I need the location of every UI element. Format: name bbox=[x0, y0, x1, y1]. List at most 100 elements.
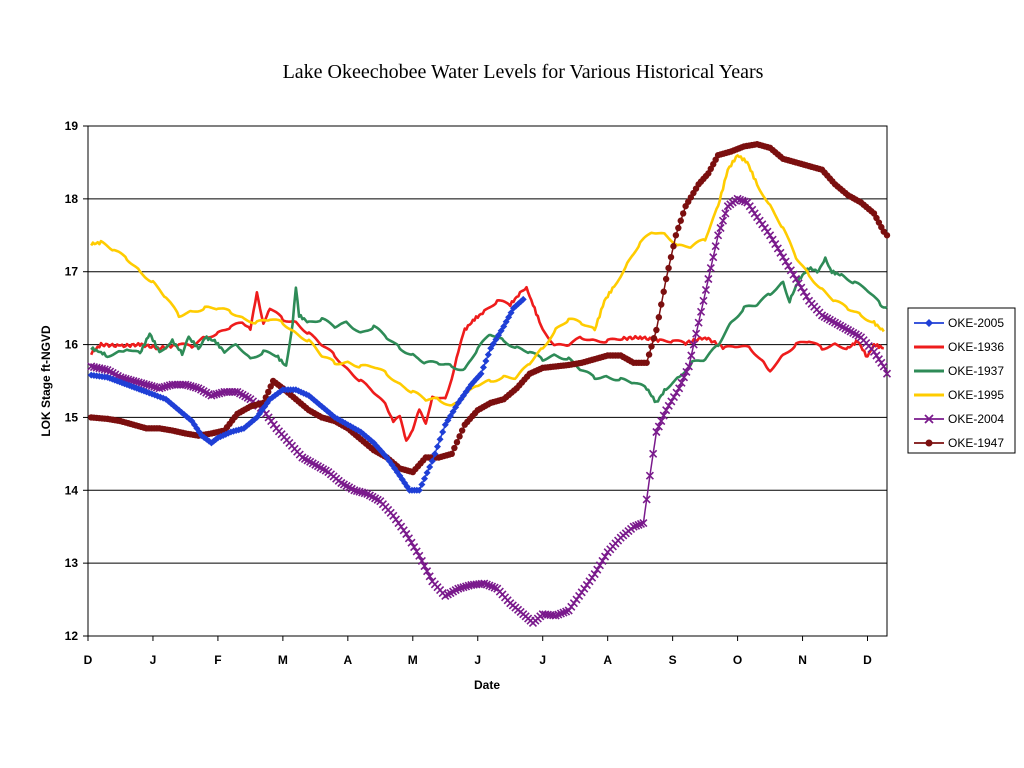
data-point bbox=[721, 209, 730, 218]
data-point bbox=[451, 444, 458, 452]
data-point bbox=[423, 567, 432, 576]
data-point bbox=[766, 231, 775, 240]
series-oke-2005 bbox=[87, 295, 527, 494]
data-point bbox=[456, 433, 463, 440]
data-point bbox=[402, 529, 411, 539]
data-point bbox=[662, 406, 671, 415]
data-point bbox=[714, 231, 723, 240]
data-point bbox=[458, 427, 466, 434]
data-point bbox=[415, 486, 423, 494]
data-point bbox=[679, 373, 689, 382]
data-point bbox=[687, 351, 696, 360]
x-axis-label: Date bbox=[474, 678, 500, 692]
series-oke-1947 bbox=[88, 141, 891, 476]
x-tick-label: D bbox=[863, 653, 872, 667]
data-point bbox=[650, 334, 658, 342]
data-point bbox=[735, 195, 745, 204]
data-point bbox=[433, 443, 441, 451]
y-tick-label: 12 bbox=[65, 629, 79, 643]
data-point bbox=[404, 534, 413, 543]
y-tick-label: 13 bbox=[65, 556, 79, 570]
data-point bbox=[453, 439, 461, 446]
data-point bbox=[716, 223, 725, 233]
legend-box bbox=[907, 307, 1016, 454]
data-point bbox=[590, 570, 599, 579]
series-line bbox=[91, 198, 888, 624]
data-point bbox=[426, 463, 434, 471]
data-point bbox=[477, 370, 485, 378]
data-point bbox=[675, 384, 684, 393]
series-oke-1936 bbox=[89, 285, 884, 442]
x-tick-label: S bbox=[669, 653, 677, 667]
data-point bbox=[484, 351, 492, 359]
legend-marker bbox=[924, 414, 934, 424]
data-point bbox=[505, 313, 513, 321]
data-point bbox=[265, 388, 272, 396]
data-point bbox=[701, 285, 710, 294]
y-tick-label: 19 bbox=[65, 119, 79, 133]
data-point bbox=[593, 565, 602, 574]
data-point bbox=[750, 209, 759, 218]
data-point bbox=[675, 224, 682, 232]
series-oke-1937 bbox=[90, 256, 888, 404]
data-point bbox=[645, 351, 653, 358]
legend-marker bbox=[925, 439, 933, 447]
series-layer bbox=[87, 141, 892, 627]
gridlines bbox=[88, 198, 887, 564]
data-point bbox=[360, 489, 369, 498]
x-tick-label: F bbox=[214, 653, 221, 667]
data-point bbox=[639, 519, 648, 528]
data-point bbox=[267, 383, 274, 390]
x-tick-label: A bbox=[603, 653, 612, 667]
data-point bbox=[415, 551, 424, 560]
series-oke-1995 bbox=[90, 154, 885, 407]
data-point bbox=[748, 205, 757, 214]
x-tick-label: O bbox=[733, 653, 742, 667]
data-point bbox=[665, 264, 672, 272]
data-point bbox=[677, 378, 686, 387]
data-point bbox=[718, 216, 728, 225]
data-point bbox=[642, 495, 651, 504]
plot-area bbox=[87, 125, 888, 637]
data-point bbox=[652, 427, 661, 437]
legend-item-oke-2004: OKE-2004 bbox=[914, 412, 1004, 426]
data-point bbox=[802, 292, 811, 301]
y-axis: 12 13 14 15 16 17 18 19 bbox=[65, 119, 88, 643]
data-point bbox=[418, 480, 426, 488]
legend-item-oke-2005: OKE-2005 bbox=[914, 316, 1004, 330]
data-point bbox=[660, 288, 667, 295]
data-point bbox=[704, 274, 713, 284]
series-line bbox=[89, 285, 884, 442]
legend-label: OKE-1937 bbox=[948, 364, 1004, 378]
data-point bbox=[672, 232, 680, 239]
x-tick-label: D bbox=[84, 653, 93, 667]
data-point bbox=[879, 362, 888, 371]
data-point bbox=[669, 392, 678, 402]
data-point bbox=[776, 248, 785, 257]
data-point bbox=[649, 449, 658, 458]
data-point bbox=[784, 261, 793, 270]
series-oke-2004 bbox=[87, 194, 892, 627]
legend-label: OKE-1936 bbox=[948, 340, 1004, 354]
data-point bbox=[598, 556, 607, 566]
x-tick-label: N bbox=[798, 653, 807, 667]
data-point bbox=[786, 266, 795, 275]
data-point bbox=[664, 401, 673, 410]
data-point bbox=[431, 450, 439, 458]
data-point bbox=[420, 561, 429, 571]
data-point bbox=[654, 422, 663, 431]
data-point bbox=[706, 264, 715, 273]
series-line bbox=[90, 256, 888, 404]
data-point bbox=[684, 362, 693, 371]
data-point bbox=[667, 397, 676, 406]
data-point bbox=[689, 340, 698, 349]
data-point bbox=[672, 388, 681, 397]
y-axis-label: LOK Stage ft-NGVD bbox=[39, 325, 53, 437]
data-point bbox=[410, 543, 419, 552]
data-point bbox=[417, 556, 426, 566]
legend-label: OKE-2004 bbox=[948, 412, 1004, 426]
legend-item-oke-1936: OKE-1936 bbox=[914, 340, 1004, 354]
data-point bbox=[439, 428, 447, 436]
